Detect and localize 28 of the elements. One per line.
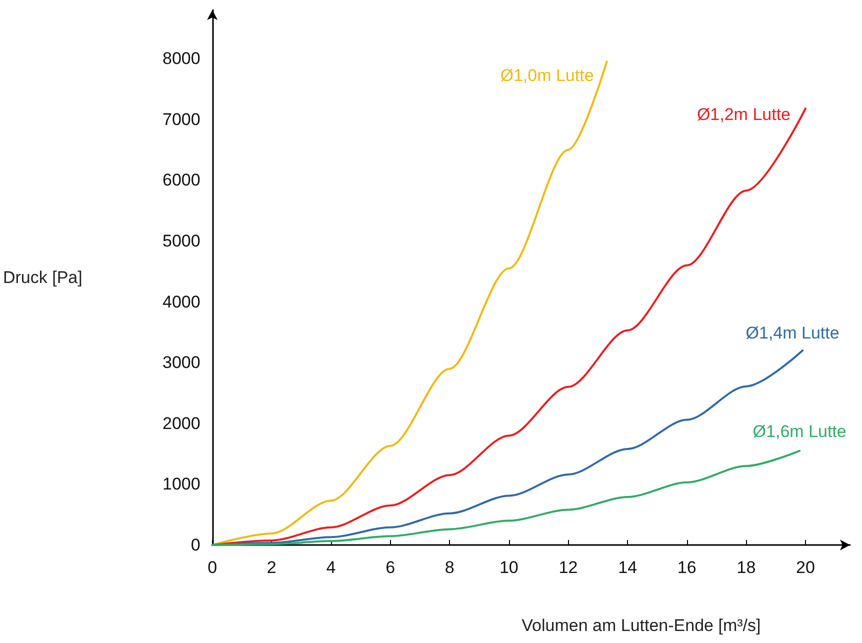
y-axis-title: Druck [Pa] — [2, 268, 82, 287]
line-series — [211, 450, 801, 546]
x-tick-label: 8 — [444, 558, 454, 577]
y-tick-label: 6000 — [162, 170, 200, 190]
x-tick-label: 10 — [499, 558, 518, 577]
y-tick-label: 4000 — [162, 292, 200, 312]
x-tick-label: 4 — [326, 558, 336, 577]
series-label: Ø1,4m Lutte — [746, 323, 840, 342]
y-tick-label: 2000 — [162, 414, 200, 433]
series-label: Ø1,2m Lutte — [696, 104, 791, 124]
series-label: Ø1,0m Lutte — [500, 66, 594, 86]
x-tick-label: 20 — [796, 558, 815, 577]
y-tick-label: 0 — [190, 536, 200, 554]
x-axis-title: Volumen am Lutten-Ende [m³/s] — [522, 616, 761, 635]
x-tick-label: 16 — [677, 558, 696, 577]
x-tick-label: 2 — [266, 558, 276, 577]
x-tick-label: 12 — [558, 558, 578, 577]
y-tick-label: 8000 — [162, 49, 200, 68]
y-tick-label: 5000 — [162, 232, 200, 251]
x-tick-label: 0 — [208, 558, 218, 577]
x-tick-label: 14 — [618, 558, 638, 577]
x-tick-label: 18 — [736, 558, 756, 577]
x-tick-label: 6 — [386, 558, 396, 577]
y-tick-label: 7000 — [162, 110, 200, 129]
line-series — [211, 60, 608, 546]
y-tick-label: 3000 — [162, 353, 200, 372]
series-label: Ø1,6m Lutte — [752, 422, 846, 441]
y-tick-label: 1000 — [162, 474, 200, 494]
